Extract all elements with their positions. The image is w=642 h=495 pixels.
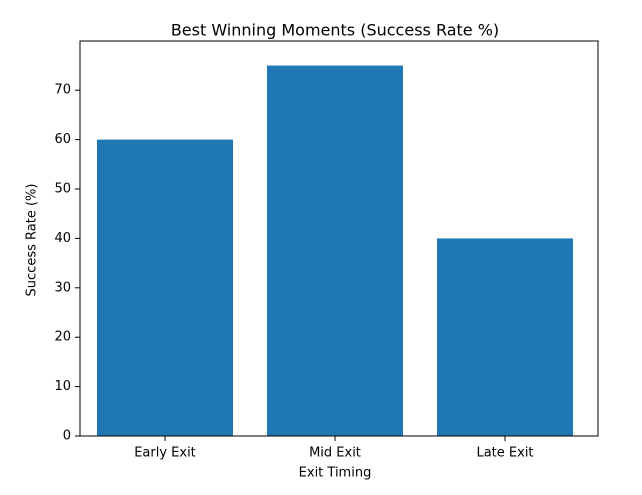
chart-title: Best Winning Moments (Success Rate %) bbox=[171, 21, 499, 40]
y-tick-label: 0 bbox=[63, 429, 71, 444]
y-tick-label: 50 bbox=[54, 182, 71, 197]
x-tick-label: Early Exit bbox=[134, 446, 196, 461]
y-tick-label: 60 bbox=[54, 132, 71, 147]
x-axis-label: Exit Timing bbox=[299, 466, 372, 481]
y-axis-label: Success Rate (%) bbox=[25, 184, 40, 297]
axes-frame bbox=[79, 40, 599, 437]
x-tick-label: Mid Exit bbox=[309, 446, 361, 461]
bar bbox=[97, 139, 233, 436]
y-tick-label: 40 bbox=[54, 231, 71, 246]
bar bbox=[267, 65, 403, 437]
y-tick-label: 10 bbox=[54, 379, 71, 394]
x-tick-label: Late Exit bbox=[476, 446, 533, 461]
y-tick-label: 30 bbox=[54, 280, 71, 295]
y-tick-label: 20 bbox=[54, 330, 71, 345]
y-tick-label: 70 bbox=[54, 83, 71, 98]
bar bbox=[437, 238, 573, 436]
